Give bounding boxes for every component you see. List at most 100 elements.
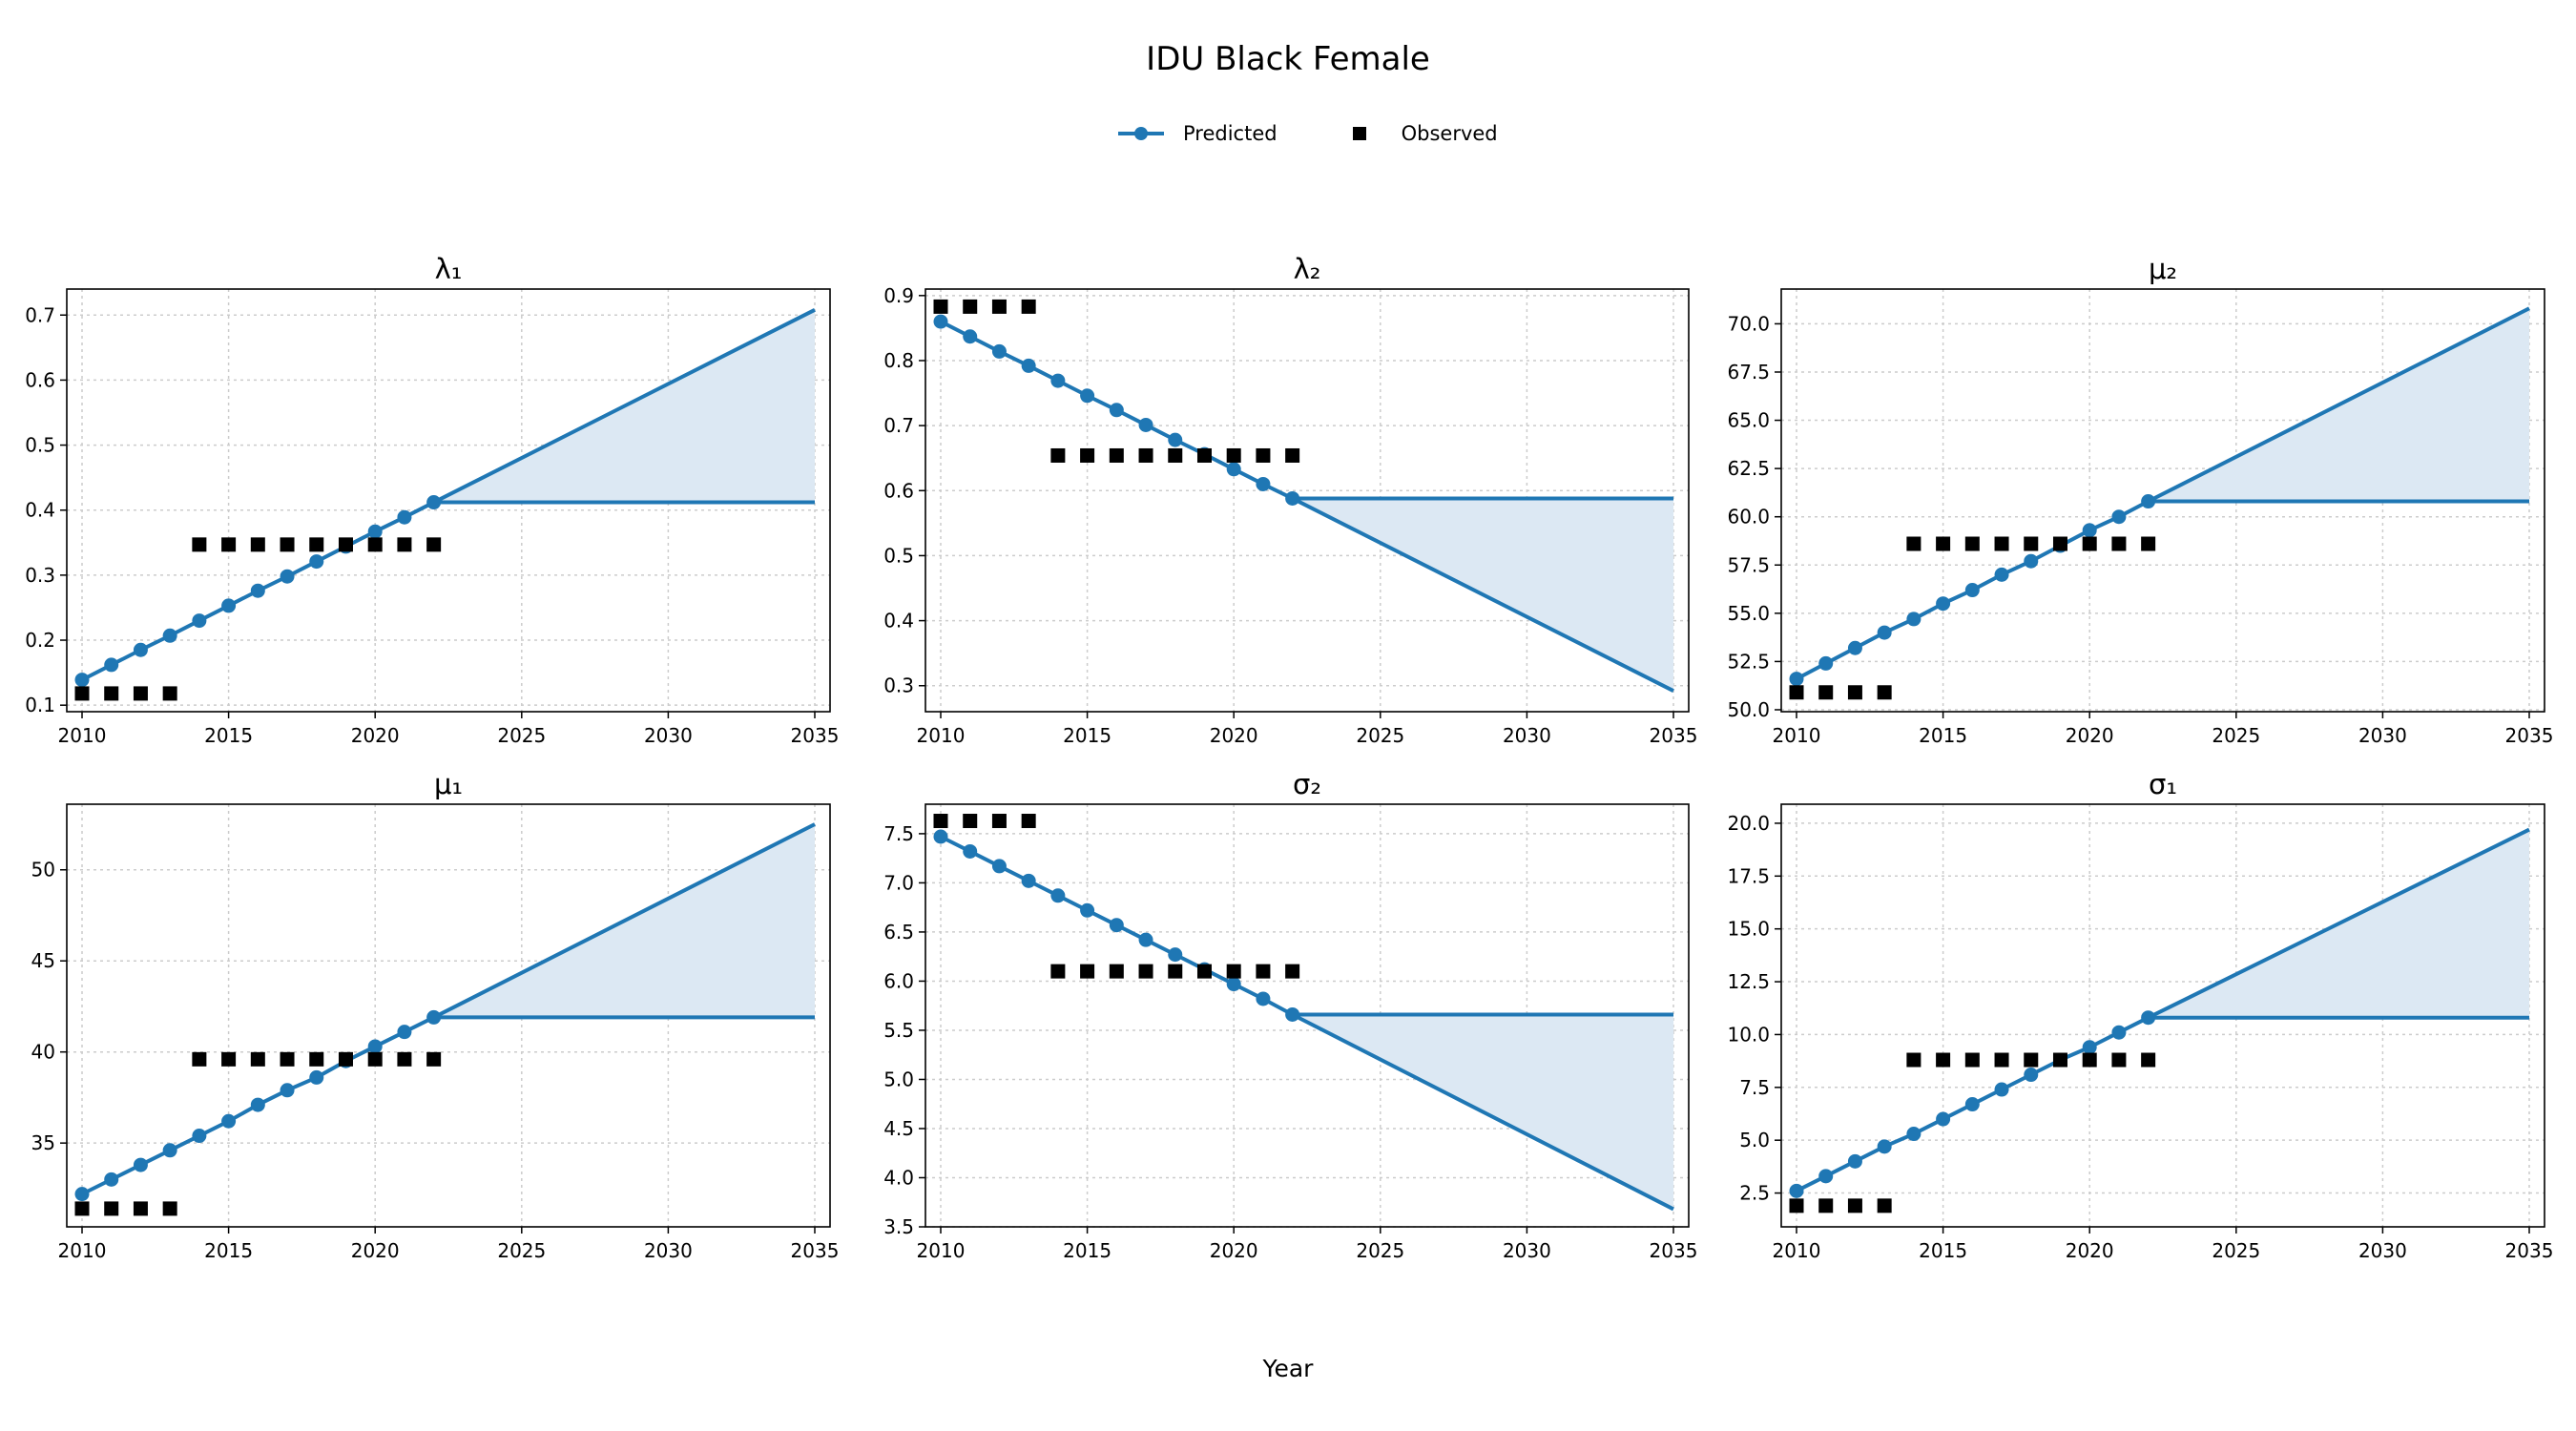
y-tick-label: 60.0: [1727, 506, 1770, 529]
observed-point: [309, 537, 324, 552]
predicted-point: [367, 524, 383, 539]
predicted-point: [397, 1025, 412, 1040]
observed-point: [397, 537, 412, 552]
observed-point: [280, 1051, 295, 1067]
y-tick-label: 7.0: [883, 871, 914, 894]
observed-point: [1109, 447, 1124, 463]
x-tick-label: 2035: [1650, 724, 1698, 747]
y-tick-label: 0.8: [883, 349, 914, 372]
predicted-point: [221, 1113, 237, 1129]
predicted-point: [1256, 476, 1271, 491]
observed-point: [2024, 1052, 2039, 1068]
y-tick-label: 67.5: [1727, 361, 1770, 384]
predicted-point: [1877, 1139, 1892, 1154]
predicted-point: [2024, 553, 2039, 569]
panel-title: λ₁: [435, 253, 463, 285]
predicted-point: [162, 1143, 177, 1158]
predicted-point: [1138, 417, 1153, 432]
predicted-point: [1050, 888, 1066, 903]
observed-point: [1168, 964, 1183, 979]
observed-point: [1877, 685, 1892, 700]
axes-frame: [66, 288, 831, 713]
predicted-point: [991, 859, 1007, 874]
predicted-point: [991, 343, 1007, 359]
y-tick-label: 0.3: [883, 674, 914, 697]
observed-point: [1196, 447, 1212, 463]
axes-frame: [66, 803, 831, 1228]
y-tick-label: 57.5: [1727, 553, 1770, 576]
predicted-point: [1847, 640, 1862, 655]
observed-point: [2141, 536, 2156, 551]
predicted-point: [1906, 612, 1922, 627]
x-tick-label: 2035: [791, 1239, 840, 1262]
observed-point: [1256, 447, 1271, 463]
y-tick-label: 0.2: [25, 629, 55, 652]
y-tick-label: 0.4: [25, 499, 55, 522]
chart-panel-2: 2010 2015 2020 2025 2030 2035 0.3 0.4 0.5 0.6 0.7 0…: [883, 253, 1697, 747]
predicted-point: [309, 554, 324, 570]
predicted-point: [426, 1009, 442, 1025]
chart-panel-1: 2010 2015 2020 2025 2030 2035 0.1 0.2 0.3 0.4 0.5 0…: [25, 253, 839, 747]
x-tick-label: 2030: [644, 1239, 693, 1262]
predicted-point: [1021, 873, 1036, 888]
chart-panel-4: 2010 2015 2020 2025 2030 2035 35 40 45 50 μ₁: [31, 768, 840, 1262]
axes-frame: [1780, 288, 2545, 713]
predicted-point: [309, 1069, 324, 1085]
predicted-point: [104, 657, 119, 673]
x-tick-label: 2020: [351, 1239, 400, 1262]
x-tick-label: 2020: [1210, 724, 1258, 747]
y-tick-label: 0.6: [883, 479, 914, 502]
y-tick-label: 4.5: [883, 1117, 914, 1140]
y-tick-label: 12.5: [1727, 970, 1770, 993]
predicted-point: [1936, 1111, 1951, 1127]
y-tick-label: 15.0: [1727, 918, 1770, 941]
predicted-point: [192, 1129, 207, 1144]
x-tick-label: 2010: [917, 724, 966, 747]
panel-title: μ₂: [2149, 253, 2177, 285]
predicted-point: [2141, 494, 2156, 509]
projection-upper-line: [432, 308, 816, 505]
projection-upper-line: [432, 822, 816, 1020]
y-tick-label: 0.3: [25, 564, 55, 587]
predicted-point: [2141, 1010, 2156, 1026]
y-tick-label: 0.6: [25, 368, 55, 391]
chart-panel-6: 2010 2015 2020 2025 2030 2035 2.5 5.0 7.5 10.0 12.…: [1727, 768, 2553, 1262]
observed-point: [2082, 1052, 2097, 1068]
observed-point: [1789, 685, 1804, 700]
x-tick-label: 2025: [1356, 1239, 1404, 1262]
observed-point: [1256, 964, 1271, 979]
observed-point: [2082, 536, 2097, 551]
y-tick-label: 35: [31, 1131, 55, 1154]
observed-point: [397, 1051, 412, 1067]
x-tick-label: 2015: [1919, 724, 1967, 747]
predicted-point: [1138, 932, 1153, 947]
predicted-point: [1964, 583, 1980, 598]
observed-point: [1285, 964, 1300, 979]
x-tick-label: 2010: [917, 1239, 966, 1262]
observed-point: [367, 1051, 383, 1067]
y-tick-label: 3.5: [883, 1215, 914, 1238]
observed-point: [991, 299, 1007, 314]
predicted-point: [1080, 902, 1095, 918]
observed-point: [1050, 447, 1066, 463]
observed-point: [133, 1201, 148, 1216]
predicted-point: [74, 673, 90, 688]
predicted-point: [963, 843, 978, 859]
x-tick-label: 2035: [2505, 724, 2554, 747]
y-tick-label: 5.5: [883, 1019, 914, 1042]
observed-point: [1818, 1198, 1834, 1213]
chart-panel-5: 2010 2015 2020 2025 2030 2035 3.5 4.0 4.5 5.0 5.5 6…: [883, 768, 1697, 1262]
predicted-point: [1226, 977, 1241, 992]
observed-point: [367, 537, 383, 552]
predicted-point: [1906, 1127, 1922, 1142]
predicted-point: [1050, 373, 1066, 388]
predicted-point: [250, 1097, 265, 1112]
x-tick-label: 2020: [2066, 1239, 2114, 1262]
y-tick-label: 17.5: [1727, 864, 1770, 887]
y-tick-label: 10.0: [1727, 1023, 1770, 1046]
y-tick-label: 0.5: [25, 434, 55, 457]
y-tick-label: 40: [31, 1041, 55, 1064]
observed-point: [133, 686, 148, 701]
x-tick-label: 2010: [58, 1239, 107, 1262]
predicted-point: [1109, 918, 1124, 933]
